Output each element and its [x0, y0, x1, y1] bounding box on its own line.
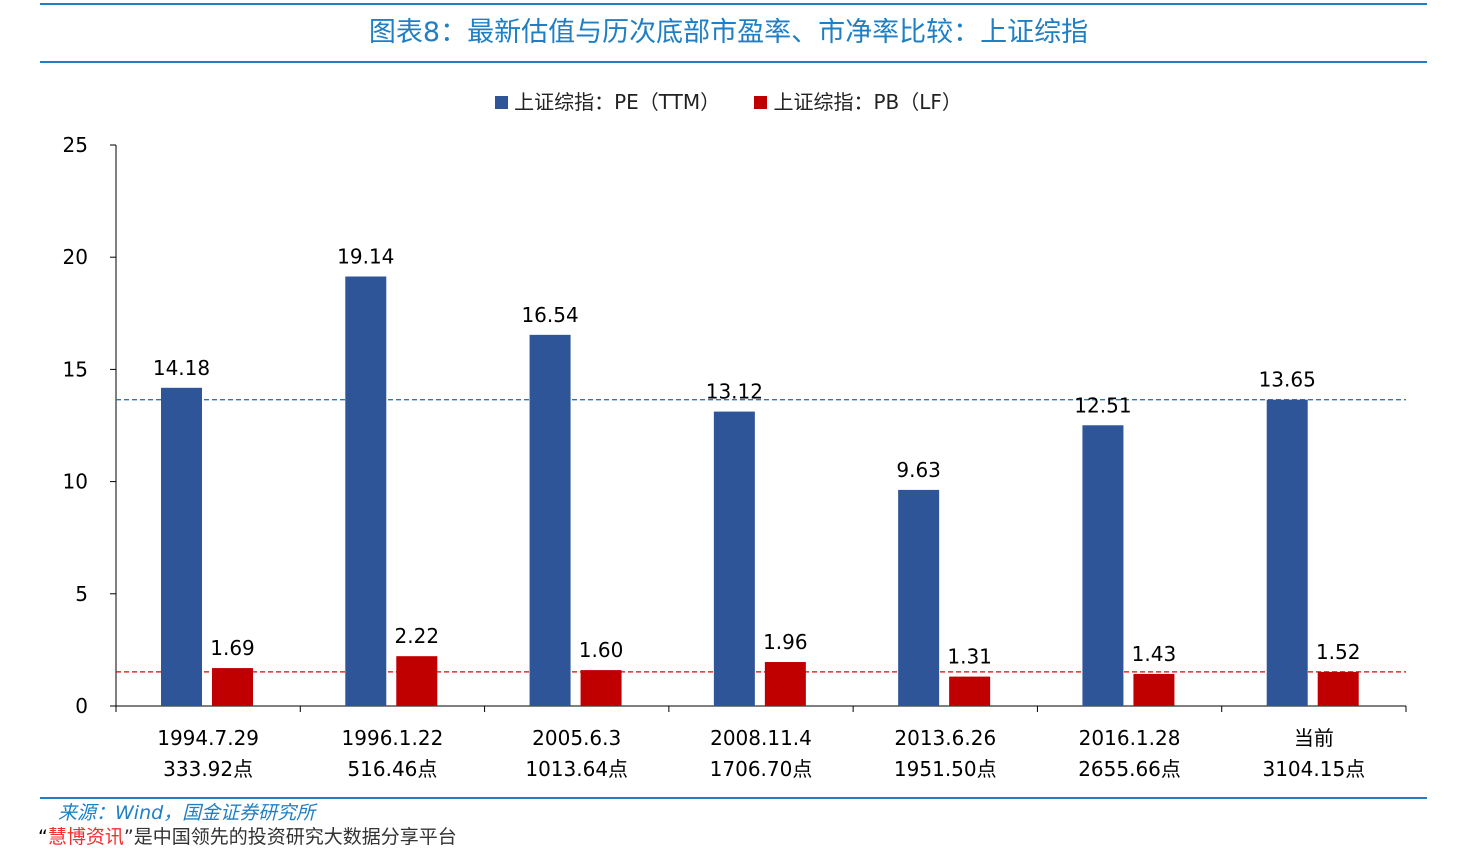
x-tick-label: 2008.11.4 [710, 726, 812, 750]
bar-pe [1082, 425, 1124, 706]
y-tick-label: 5 [75, 582, 88, 606]
watermark-text: ”是中国领先的投资研究大数据分享平台 [123, 826, 457, 848]
data-label: 9.63 [896, 458, 941, 482]
x-tick-label: 1951.50点 [894, 757, 997, 781]
x-tick-label: 1994.7.29 [157, 726, 259, 750]
legend: 上证综指：PE（TTM） 上证综指：PB（LF） [0, 86, 1457, 115]
bar-pe [529, 334, 571, 706]
bar-pb [1317, 671, 1359, 706]
data-label: 1.52 [1316, 640, 1361, 664]
bar-pb [212, 668, 253, 706]
bar-pe [713, 411, 755, 706]
data-label: 16.54 [521, 303, 578, 327]
x-tick-label: 2655.66点 [1078, 757, 1181, 781]
data-label: 1.96 [763, 630, 808, 654]
bar-pb [396, 656, 438, 706]
legend-label-pb: 上证综指：PB（LF） [773, 90, 962, 114]
legend-label-pe: 上证综指：PE（TTM） [514, 90, 721, 114]
data-label: 14.18 [153, 356, 210, 380]
legend-item-pe: 上证综指：PE（TTM） [495, 86, 720, 115]
x-tick-label: 当前 [1294, 726, 1334, 750]
x-tick-label: 1706.70点 [710, 757, 813, 781]
x-tick-label: 333.92点 [163, 757, 253, 781]
y-tick-label: 0 [75, 694, 88, 718]
bar-pe [161, 387, 202, 706]
y-tick-label: 25 [63, 133, 88, 157]
y-tick-label: 15 [63, 357, 88, 381]
data-label: 1.60 [579, 638, 624, 662]
y-tick-label: 10 [63, 470, 88, 494]
legend-swatch-pb [754, 96, 768, 109]
bar-pe [345, 276, 387, 706]
bar-pb [1133, 673, 1175, 706]
x-tick-label: 2013.6.26 [894, 726, 996, 750]
x-tick-label: 3104.15点 [1262, 757, 1365, 781]
chart-title: 图表8：最新估值与历次底部市盈率、市净率比较：上证综指 [368, 17, 1089, 48]
x-tick-label: 1013.64点 [525, 757, 628, 781]
bar-chart: 0 5 10 15 20 25 1994.7.29 333.92点 14.18 1.69 1996.… [63, 133, 1407, 781]
x-tick-label: 2005.6.3 [532, 726, 621, 750]
bottom-rule [40, 797, 1427, 799]
bar-pb [580, 670, 622, 706]
legend-swatch-pe [495, 96, 509, 109]
data-label: 2.22 [395, 624, 440, 648]
x-tick-label: 2016.1.28 [1079, 726, 1181, 750]
title-rule [40, 61, 1427, 63]
legend-item-pb: 上证综指：PB（LF） [754, 86, 962, 115]
watermark: “慧博资讯”是中国领先的投资研究大数据分享平台 [38, 826, 457, 848]
data-label: 19.14 [337, 244, 394, 268]
x-tick-label: 516.46点 [347, 757, 437, 781]
data-label: 13.65 [1259, 368, 1316, 392]
data-label: 12.51 [1074, 393, 1131, 417]
bar-pe [898, 489, 940, 706]
quote-open: “ [38, 826, 48, 848]
source-note: 来源：Wind，国金证券研究所 [58, 802, 316, 824]
data-label: 1.69 [210, 636, 255, 660]
bar-pb [764, 662, 806, 706]
watermark-brand: 慧博资讯 [47, 826, 124, 848]
bar-pe [1266, 399, 1308, 706]
data-label: 1.43 [1132, 642, 1177, 666]
data-label: 13.12 [706, 380, 763, 404]
x-tick-label: 1996.1.22 [342, 726, 444, 750]
y-tick-label: 20 [63, 245, 88, 269]
bar-pb [949, 676, 991, 706]
top-rule [40, 3, 1427, 5]
data-label: 1.31 [947, 645, 992, 669]
